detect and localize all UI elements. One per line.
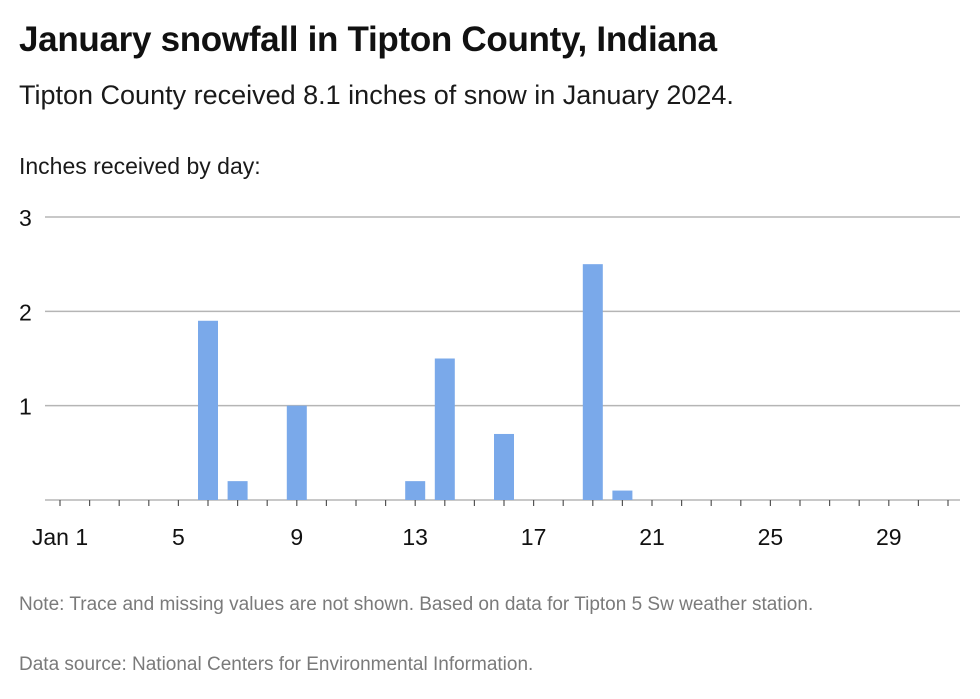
bar-day-13 <box>405 481 426 500</box>
bar-day-16 <box>494 433 514 500</box>
bar-day-6 <box>198 320 218 500</box>
x-tick-label: 5 <box>172 524 185 550</box>
bar-day-9 <box>286 405 307 500</box>
y-tick-label: 2 <box>19 299 32 325</box>
chart-note: Note: Trace and missing values are not s… <box>19 594 814 615</box>
bar-day-19 <box>582 264 603 500</box>
chart-subtitle: Tipton County received 8.1 inches of sno… <box>19 80 734 110</box>
x-tick-label: Jan 1 <box>32 524 88 550</box>
y-axis-label: Inches received by day: <box>19 153 261 179</box>
x-tick-label: 9 <box>290 524 303 550</box>
x-tick-label: 17 <box>521 524 547 550</box>
bar-day-14 <box>434 358 455 500</box>
x-tick-label: 29 <box>876 524 902 550</box>
y-tick-label: 1 <box>19 394 32 420</box>
chart-title: January snowfall in Tipton County, India… <box>19 20 717 59</box>
data-source: Data source: National Centers for Enviro… <box>19 654 534 675</box>
x-tick-label: 21 <box>639 524 665 550</box>
y-tick-label: 3 <box>19 205 32 231</box>
x-tick-label: 13 <box>402 524 428 550</box>
snowfall-bar-chart: 1 2 3 Jan 1 5 9 13 17 21 25 29 <box>19 205 960 550</box>
bar-day-7 <box>227 481 248 500</box>
bar-day-20 <box>612 490 633 500</box>
x-tick-label: 25 <box>758 524 784 550</box>
